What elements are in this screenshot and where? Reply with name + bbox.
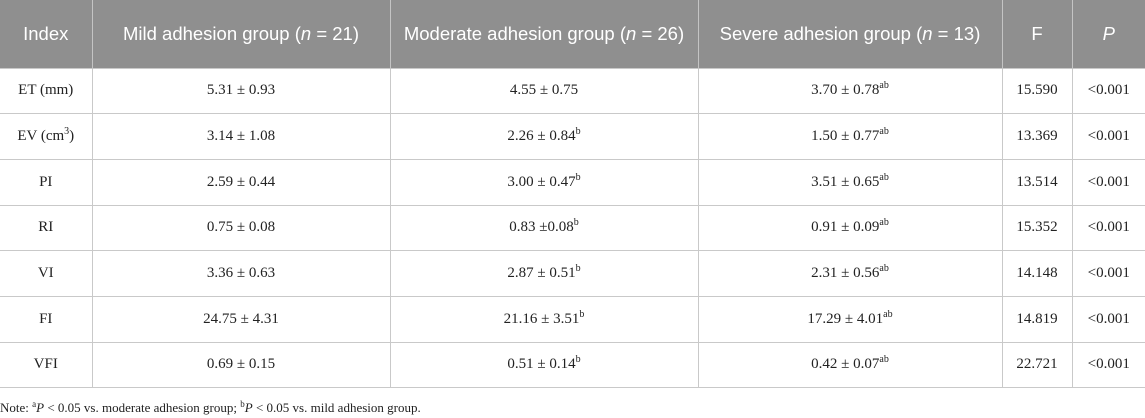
header-mild-group: Mild adhesion group (n = 21): [92, 0, 391, 68]
cell-mild: 24.75 ± 4.31: [92, 295, 391, 343]
header-index: Index: [0, 0, 93, 68]
cell-p: <0.001: [1072, 341, 1145, 389]
cell-moderate: 2.26 ± 0.84b: [390, 113, 699, 160]
table-row: FI 24.75 ± 4.31 21.16 ± 3.51b 17.29 ± 4.…: [0, 295, 1145, 343]
table-row: RI 0.75 ± 0.08 0.83 ±0.08b 0.91 ± 0.09ab…: [0, 204, 1145, 251]
header-f: F: [1002, 0, 1073, 68]
cell-f: 14.148: [1002, 250, 1073, 297]
cell-severe: 1.50 ± 0.77ab: [698, 113, 1003, 160]
cell-p: <0.001: [1072, 158, 1145, 206]
cell-p: <0.001: [1072, 295, 1145, 343]
cell-p: <0.001: [1072, 204, 1145, 251]
table-row: ET (mm) 5.31 ± 0.93 4.55 ± 0.75 3.70 ± 0…: [0, 67, 1145, 114]
cell-p: <0.001: [1072, 113, 1145, 160]
cell-moderate: 21.16 ± 3.51b: [390, 295, 699, 343]
cell-mild: 0.69 ± 0.15: [92, 341, 391, 389]
header-p: P: [1072, 0, 1145, 68]
cell-index: ET (mm): [0, 67, 93, 114]
cell-index: EV (cm3): [0, 113, 93, 160]
cell-severe: 2.31 ± 0.56ab: [698, 250, 1003, 297]
table-row: VI 3.36 ± 0.63 2.87 ± 0.51b 2.31 ± 0.56a…: [0, 250, 1145, 297]
header-moderate-group: Moderate adhesion group (n = 26): [390, 0, 699, 68]
cell-f: 13.514: [1002, 158, 1073, 206]
cell-p: <0.001: [1072, 250, 1145, 297]
cell-severe: 3.51 ± 0.65ab: [698, 158, 1003, 206]
cell-f: 13.369: [1002, 113, 1073, 160]
cell-mild: 5.31 ± 0.93: [92, 67, 391, 114]
cell-moderate: 0.51 ± 0.14b: [390, 341, 699, 389]
cell-mild: 3.14 ± 1.08: [92, 113, 391, 160]
cell-severe: 0.42 ± 0.07ab: [698, 341, 1003, 389]
cell-p: <0.001: [1072, 67, 1145, 114]
cell-moderate: 0.83 ±0.08b: [390, 204, 699, 251]
cell-severe: 0.91 ± 0.09ab: [698, 204, 1003, 251]
cell-severe: 17.29 ± 4.01ab: [698, 295, 1003, 343]
table-header-row: Index Mild adhesion group (n = 21) Moder…: [0, 0, 1145, 68]
cell-index: FI: [0, 295, 93, 343]
cell-index: VI: [0, 250, 93, 297]
table-footnote: Note: aP < 0.05 vs. moderate adhesion gr…: [0, 399, 421, 415]
cell-f: 14.819: [1002, 295, 1073, 343]
cell-index: VFI: [0, 341, 93, 389]
results-table: Index Mild adhesion group (n = 21) Moder…: [0, 0, 1145, 389]
cell-mild: 3.36 ± 0.63: [92, 250, 391, 297]
cell-severe: 3.70 ± 0.78ab: [698, 67, 1003, 114]
table-row: VFI 0.69 ± 0.15 0.51 ± 0.14b 0.42 ± 0.07…: [0, 341, 1145, 389]
cell-moderate: 3.00 ± 0.47b: [390, 158, 699, 206]
table-row: PI 2.59 ± 0.44 3.00 ± 0.47b 3.51 ± 0.65a…: [0, 158, 1145, 206]
cell-f: 22.721: [1002, 341, 1073, 389]
cell-f: 15.590: [1002, 67, 1073, 114]
cell-f: 15.352: [1002, 204, 1073, 251]
header-severe-group: Severe adhesion group (n = 13): [698, 0, 1003, 68]
table-row: EV (cm3) 3.14 ± 1.08 2.26 ± 0.84b 1.50 ±…: [0, 113, 1145, 160]
cell-mild: 0.75 ± 0.08: [92, 204, 391, 251]
cell-moderate: 2.87 ± 0.51b: [390, 250, 699, 297]
cell-index: PI: [0, 158, 93, 206]
cell-mild: 2.59 ± 0.44: [92, 158, 391, 206]
cell-moderate: 4.55 ± 0.75: [390, 67, 699, 114]
cell-index: RI: [0, 204, 93, 251]
